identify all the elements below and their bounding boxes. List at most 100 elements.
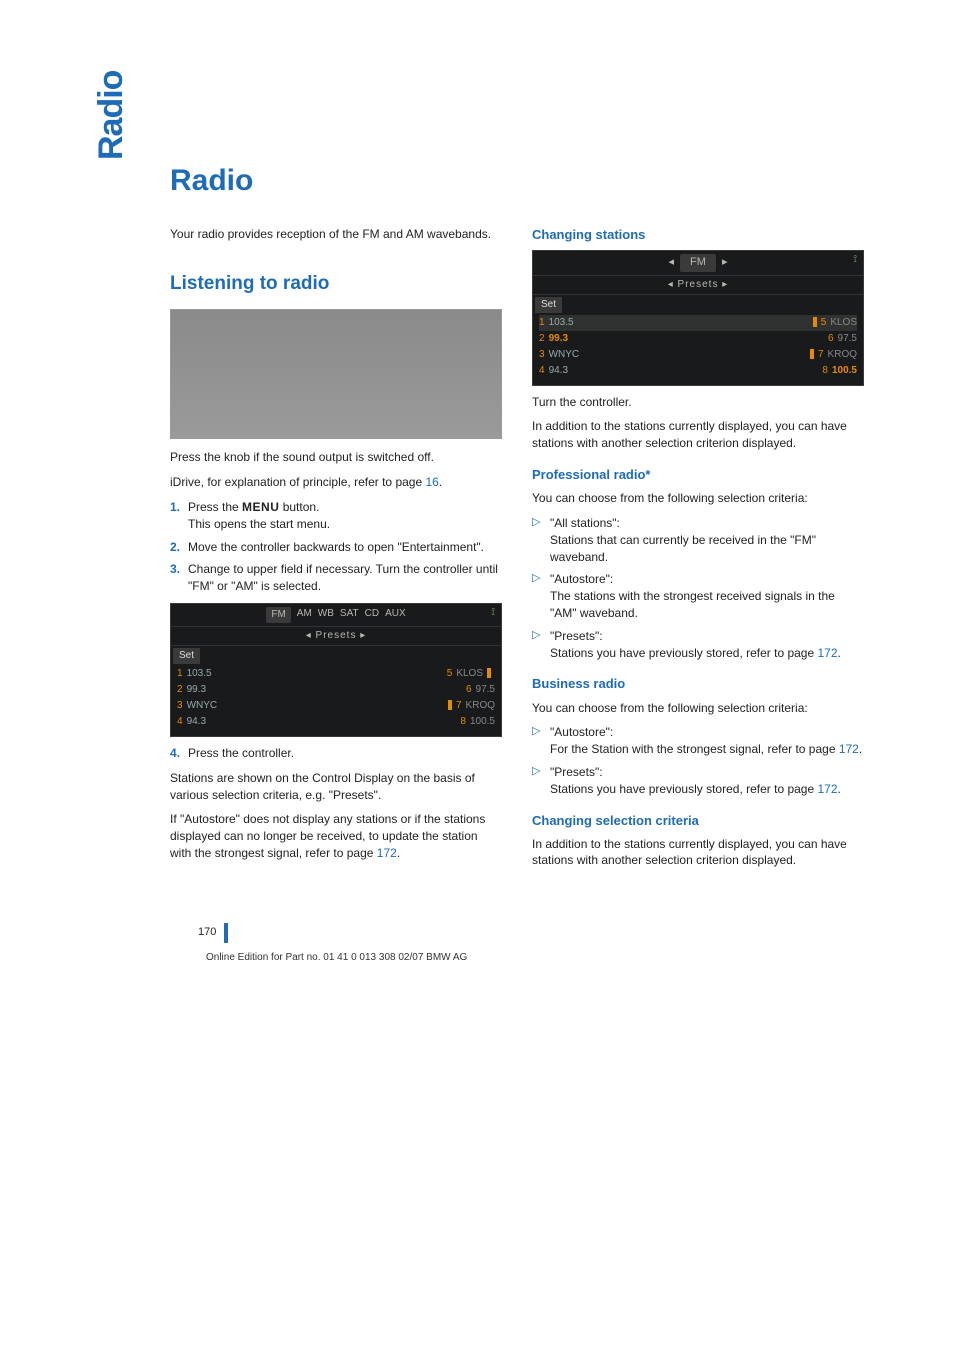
preset-left: WNYC	[187, 700, 218, 711]
step-1-post: button.	[279, 500, 319, 514]
preset-row: 1103.5 5KLOS	[177, 666, 495, 682]
preset-num: 2	[177, 684, 183, 695]
footer-edition-line: Online Edition for Part no. 01 41 0 013 …	[206, 951, 864, 965]
step-2: 2. Move the controller backwards to open…	[170, 539, 502, 556]
sidebar-section-title: Radio	[88, 71, 136, 160]
list-item-text: "Autostore": The stations with the stron…	[550, 571, 864, 621]
list-item: ▷ "Autostore": For the Station with the …	[532, 724, 864, 758]
page-number: 170	[170, 923, 228, 942]
tab-sat: SAT	[340, 607, 359, 623]
page-link-172[interactable]: 172	[377, 846, 397, 860]
radio-panel-image	[170, 309, 502, 439]
step-number: 4.	[170, 745, 188, 762]
step-1-pre: Press the	[188, 500, 242, 514]
tab-am: AM	[297, 607, 312, 623]
left-arrow-icon: ◂	[669, 255, 675, 270]
preset-num: 7	[818, 349, 824, 360]
tab-cd: CD	[365, 607, 379, 623]
step-number: 1.	[170, 499, 188, 533]
steps-list: 1. Press the MENU button. This opens the…	[170, 499, 502, 595]
preset-num: 4	[539, 365, 545, 376]
changing-stations-heading: Changing stations	[532, 226, 864, 244]
item-body-a: Stations you have previously stored, ref…	[550, 782, 818, 796]
preset-num: 8	[822, 365, 828, 376]
professional-radio-heading: Professional radio*	[532, 466, 864, 484]
left-column: Your radio provides reception of the FM …	[170, 226, 502, 877]
signal-bar-icon	[487, 668, 491, 678]
preset-row: 3WNYC 7KROQ	[177, 698, 495, 714]
page-link-172[interactable]: 172	[818, 646, 838, 660]
screen-fm-label: FM	[680, 254, 716, 271]
business-radio-intro: You can choose from the following select…	[532, 700, 864, 717]
item-head: "All stations":	[550, 516, 620, 530]
professional-criteria-list: ▷ "All stations": Stations that can curr…	[532, 515, 864, 661]
preset-num: 8	[460, 716, 466, 727]
step-3: 3. Change to upper field if necessary. T…	[170, 561, 502, 595]
list-item-text: "All stations": Stations that can curren…	[550, 515, 864, 565]
page-link-172[interactable]: 172	[818, 782, 838, 796]
item-head: "Presets":	[550, 765, 603, 779]
turn-controller-text: Turn the controller.	[532, 394, 864, 411]
item-body-b: .	[838, 646, 841, 660]
idrive-screen-right: ◂ FM ▸ ⟟ ◂ Presets ▸ Set 1103.5 5KLOS 29…	[532, 250, 864, 385]
preset-num: 6	[828, 333, 834, 344]
preset-num: 3	[539, 349, 545, 360]
item-head: "Autostore":	[550, 725, 613, 739]
preset-num: 5	[821, 317, 827, 328]
changing-selection-body: In addition to the stations currently di…	[532, 836, 864, 870]
step-text: Press the controller.	[188, 745, 502, 762]
step-text: Move the controller backwards to open "E…	[188, 539, 502, 556]
professional-radio-intro: You can choose from the following select…	[532, 490, 864, 507]
preset-num: 1	[539, 317, 545, 328]
stations-shown-text: Stations are shown on the Control Displa…	[170, 770, 502, 804]
signal-bar-icon	[810, 349, 814, 359]
tab-aux: AUX	[385, 607, 406, 623]
screen-preset-list: 1103.5 5KLOS 2 99.3 6 97.5 3WNYC 7KROQ 494…	[171, 664, 501, 736]
preset-num: 2	[539, 333, 545, 344]
item-body: The stations with the strongest received…	[550, 589, 835, 620]
autostore-ref-a: If "Autostore" does not display any stat…	[170, 812, 485, 860]
screen-preset-list: 1103.5 5KLOS 299.3 697.5 3WNYC 7KROQ 494…	[533, 313, 863, 385]
business-criteria-list: ▷ "Autostore": For the Station with the …	[532, 724, 864, 797]
preset-row: 494.3 8100.5	[177, 714, 495, 730]
page-link-16[interactable]: 16	[425, 475, 438, 489]
step-4: 4. Press the controller.	[170, 745, 502, 762]
triangle-bullet-icon: ▷	[532, 724, 550, 758]
step-1-sub: This opens the start menu.	[188, 517, 330, 531]
preset-left: 103.5	[549, 317, 574, 328]
right-arrow-icon: ▸	[722, 255, 728, 270]
item-body-b: .	[859, 742, 862, 756]
screen-top-row: ◂ FM ▸ ⟟	[533, 251, 863, 275]
preset-right: KROQ	[466, 700, 495, 711]
preset-right: 97.5	[838, 333, 857, 344]
item-head: "Autostore":	[550, 572, 613, 586]
listening-to-radio-heading: Listening to radio	[170, 271, 502, 298]
screen-set-label: Set	[535, 297, 562, 313]
item-head: "Presets":	[550, 629, 603, 643]
preset-num: 1	[177, 668, 183, 679]
screen-subheader: ◂ Presets ▸	[171, 627, 501, 646]
screen-subheader: ◂ Presets ▸	[533, 276, 863, 295]
list-item-text: "Presets": Stations you have previously …	[550, 764, 864, 798]
list-item: ▷ "Presets": Stations you have previousl…	[532, 628, 864, 662]
preset-num: 5	[447, 668, 453, 679]
intro-text: Your radio provides reception of the FM …	[170, 226, 502, 243]
preset-num: 6	[466, 684, 472, 695]
preset-right: KROQ	[828, 349, 857, 360]
preset-left: 99.3	[187, 684, 206, 695]
list-item: ▷ "Presets": Stations you have previousl…	[532, 764, 864, 798]
preset-row: 494.3 8100.5	[539, 363, 857, 379]
signal-bar-icon	[448, 700, 452, 710]
idrive-ref-a: iDrive, for explanation of principle, re…	[170, 475, 425, 489]
preset-left: WNYC	[549, 349, 580, 360]
preset-row: 2 99.3 6 97.5	[539, 331, 857, 347]
turn-controller-sub: In addition to the stations currently di…	[532, 418, 864, 452]
page-link-172[interactable]: 172	[839, 742, 859, 756]
preset-left: 94.3	[187, 716, 206, 727]
signal-bar-icon	[813, 317, 817, 327]
screen-tabs-row: FM AM WB SAT CD AUX ⟟	[171, 604, 501, 627]
idrive-screen-left: FM AM WB SAT CD AUX ⟟ ◂ Presets ▸ Set 11…	[170, 603, 502, 737]
preset-left: 99.3	[549, 333, 568, 344]
right-column: Changing stations ◂ FM ▸ ⟟ ◂ Presets ▸ S…	[532, 226, 864, 877]
preset-right: 97.5	[476, 684, 495, 695]
